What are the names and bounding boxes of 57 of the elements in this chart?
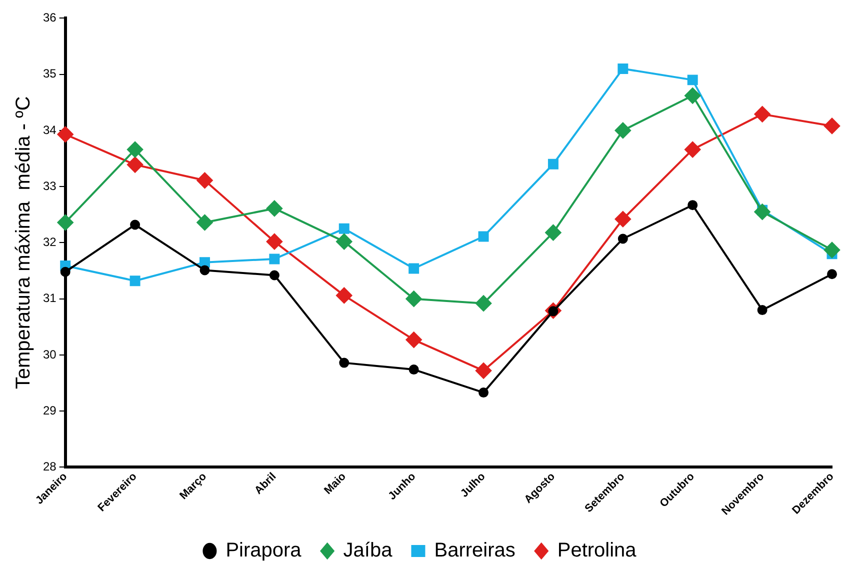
point	[408, 364, 419, 375]
point	[266, 200, 282, 216]
y-tick-label: 34	[42, 122, 57, 137]
point	[130, 220, 140, 230]
point	[476, 295, 492, 312]
point	[478, 231, 489, 242]
point	[688, 200, 698, 210]
point	[196, 214, 213, 230]
point	[199, 257, 210, 268]
y-tick-label: 36	[42, 10, 57, 25]
legend-label: Barreiras	[434, 540, 516, 562]
point	[57, 214, 74, 230]
point	[269, 270, 280, 280]
point	[127, 156, 144, 173]
y-tick-label: 32	[42, 235, 57, 250]
point	[408, 263, 420, 274]
point	[478, 388, 489, 398]
y-tick-label: 28	[42, 460, 57, 474]
point	[618, 234, 628, 244]
y-tick-label: 35	[42, 66, 57, 81]
point	[339, 358, 350, 368]
point	[824, 118, 840, 134]
point	[200, 265, 210, 276]
point	[336, 234, 352, 250]
point	[266, 234, 282, 250]
point	[406, 290, 422, 307]
point	[269, 254, 280, 264]
y-axis-title: Temperatura máxima média - ºC	[12, 96, 35, 390]
point	[827, 269, 837, 280]
y-tick-label: 30	[42, 347, 57, 362]
point	[127, 142, 144, 158]
legend-label: Petrolina	[557, 540, 638, 562]
point	[754, 204, 770, 220]
point	[684, 88, 701, 104]
legend-label: Jaíba	[343, 540, 394, 562]
legend-label: Pirapora	[226, 540, 302, 562]
point	[336, 287, 352, 304]
point	[60, 266, 70, 277]
point	[548, 158, 558, 170]
point	[406, 332, 422, 348]
point	[57, 126, 74, 142]
point	[614, 211, 631, 228]
point	[338, 223, 350, 234]
point	[130, 276, 140, 286]
y-tick-label: 33	[42, 178, 57, 193]
point	[687, 74, 698, 86]
point	[754, 106, 770, 122]
y-tick-label: 31	[42, 291, 57, 306]
y-tick-label: 29	[42, 403, 57, 418]
point	[757, 305, 768, 316]
point	[196, 172, 213, 188]
point	[545, 224, 562, 241]
point	[614, 122, 631, 138]
point	[824, 242, 840, 258]
point	[476, 362, 492, 379]
point	[684, 142, 701, 158]
point	[618, 63, 628, 74]
